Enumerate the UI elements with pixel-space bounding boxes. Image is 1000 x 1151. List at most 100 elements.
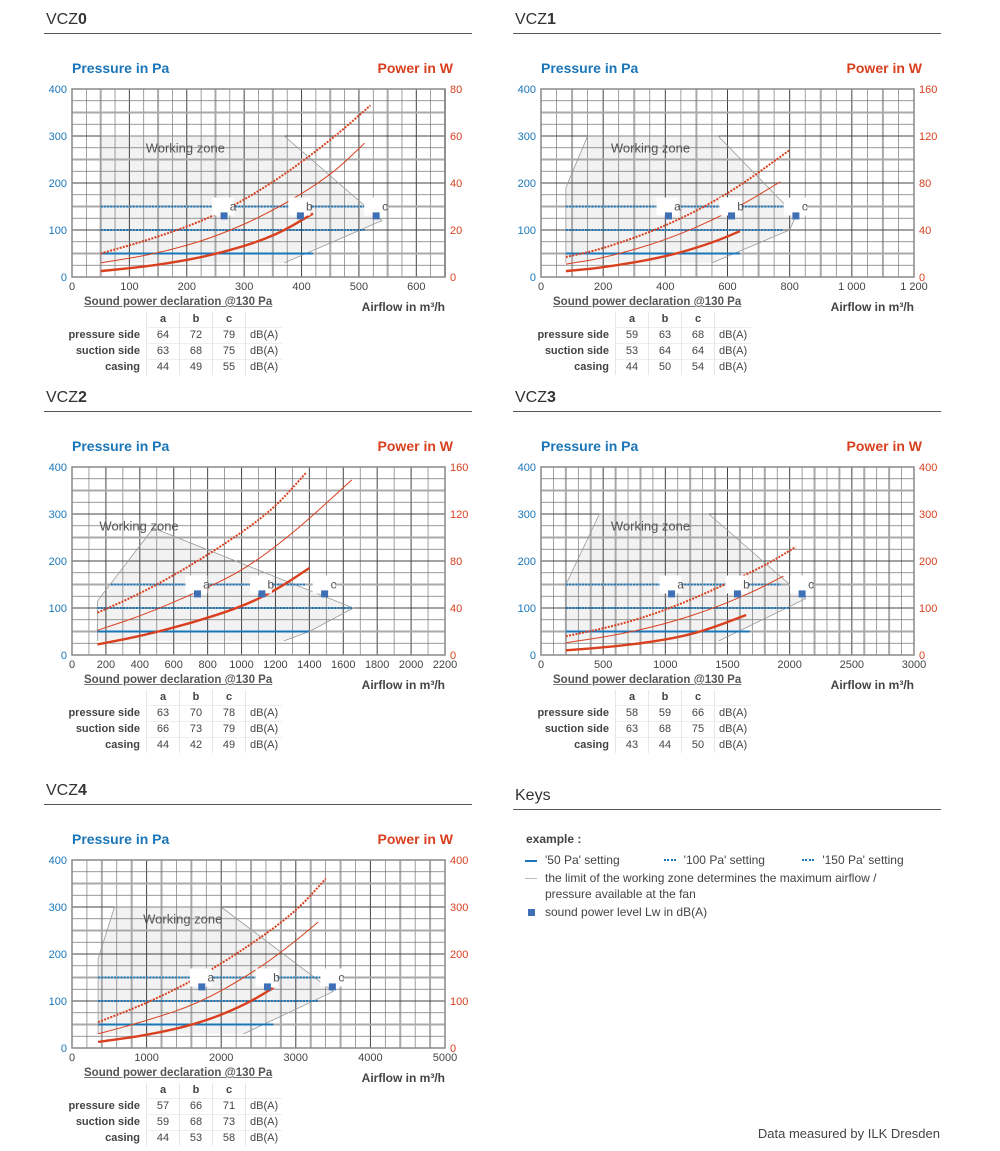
sound-power-table: a b c pressure side 57 66 71 dB(A) suction side 5… [64,1083,283,1146]
sound-table-cell: 44 [615,359,649,375]
y-tick-left: 300 [518,131,536,143]
power-curve-100pa [97,921,319,1035]
header-blank [64,312,147,328]
sound-table-cell: 63 [615,721,649,738]
x-tick: 200 [97,659,115,671]
chart-title: VCZ0 [44,9,472,31]
x-tick: 600 [407,281,425,293]
chart-title: VCZ2 [44,387,472,409]
gray-line-swatch-icon [525,878,537,879]
sound-table-row-label: pressure side [68,707,140,719]
sound-table-col-header: a [146,690,180,706]
y-tick-left: 100 [49,225,67,237]
sound-table-unit: dB(A) [714,327,752,344]
y-tick-right: 160 [450,462,468,474]
sound-point-label-c: c [802,200,808,214]
solid-line-swatch-icon [525,859,537,862]
sound-table-cell: 44 [648,737,682,753]
sound-table-unit: dB(A) [245,327,283,344]
y-tick-right: 100 [450,996,468,1008]
sound-point-label-a: a [203,578,210,592]
sound-table-cell: 54 [681,359,715,375]
y-tick-left: 400 [49,84,67,96]
sound-point-marker-a [664,212,672,220]
working-zone-limit-line [100,135,383,264]
sound-table-row-label: suction side [75,345,140,357]
power-curve-50pa [97,986,275,1044]
sound-table-col-header: c [681,690,715,706]
sound-table-cell: 72 [179,327,213,344]
y-tick-left: 100 [518,225,536,237]
chart-title-number: 2 [78,389,87,406]
sound-table-title: Sound power declaration @130 Pa [84,1067,273,1079]
sound-point-marker-b [733,590,741,598]
x-axis-title: Airflow in m³/h [362,678,445,692]
x-tick: 1400 [297,659,321,671]
x-tick: 500 [594,659,612,671]
sound-point-label-c: c [382,200,388,214]
x-tick: 1000 [229,659,253,671]
sound-point-label-bg [185,575,208,594]
sound-table-cell: 73 [179,721,213,738]
x-tick: 2000 [777,659,801,671]
sound-table-cell: 49 [212,737,246,753]
sound-table-unit: dB(A) [245,343,283,360]
sound-table-col-header: a [146,1083,180,1099]
sound-table-unit: dB(A) [245,737,283,753]
sound-table-cell: 49 [179,359,213,375]
sound-table-cell: 78 [212,705,246,722]
y-tick-left: 0 [61,272,67,284]
chart-svg: Pressure in Pa Power in W Working zone a b c 0… [518,60,938,314]
sound-point-marker-b [296,212,304,220]
sound-point-label-c: c [338,971,344,985]
sound-table-cell: 73 [212,1114,246,1131]
sound-point-label-bg [189,968,212,987]
sound-table-row-label: pressure side [68,329,140,341]
key-100pa: '100 Pa' setting [663,852,803,868]
key-50pa: '50 Pa' setting [525,852,664,868]
y-tick-left: 200 [49,178,67,190]
sound-point-marker-a [220,212,228,220]
header-blank [245,690,283,706]
sound-table-col-header: c [681,312,715,328]
sound-point-marker-c [798,590,806,598]
sound-table-cell: 68 [681,327,715,344]
sound-table-cell: 63 [648,327,682,344]
y-tick-left: 400 [518,462,536,474]
y-tick-left: 0 [61,1043,67,1055]
sound-table-col-header: b [179,1083,213,1099]
sound-point-marker-a [668,590,676,598]
sound-point-label-b: b [743,578,750,592]
sound-power-table: a b c pressure side 58 59 66 dB(A) suction side 6… [533,690,752,753]
x-tick: 1 200 [900,281,928,293]
x-tick: 1000 [134,1052,158,1064]
sound-table-cell: 79 [212,327,246,344]
title-rule [513,411,941,412]
sound-table-cell: 75 [212,343,246,360]
footer-credit: Data measured by ILK Dresden [757,1126,940,1141]
keys-settings-row: '50 Pa' setting '100 Pa' setting '150 Pa… [525,852,941,868]
chart-title-prefix: VCZ [515,11,547,28]
sound-point-label-bg [364,197,387,216]
sound-table-row-label: casing [105,360,140,373]
sound-table-cell: 75 [681,721,715,738]
power-curve-150pa [565,546,797,638]
sound-point-label-a: a [674,200,681,214]
title-rule [44,804,472,805]
sound-table-cell: 68 [179,343,213,360]
y-tick-left: 400 [49,855,67,867]
y-tick-left: 100 [518,603,536,615]
panel-vcz3: VCZ3 Pressure in Pa Power in W Working zone… [513,387,941,753]
x-tick: 0 [538,659,544,671]
sound-point-label-bg [725,575,748,594]
sound-table-col-header: a [615,690,649,706]
sound-table-cell: 59 [648,705,682,722]
sound-point-label-b: b [306,200,313,214]
key-150pa-label: '150 Pa' setting [822,853,904,867]
sound-point-marker-c [321,590,329,598]
x-tick: 4000 [358,1052,382,1064]
sound-point-label-a: a [677,578,684,592]
sound-table-unit: dB(A) [714,721,752,738]
